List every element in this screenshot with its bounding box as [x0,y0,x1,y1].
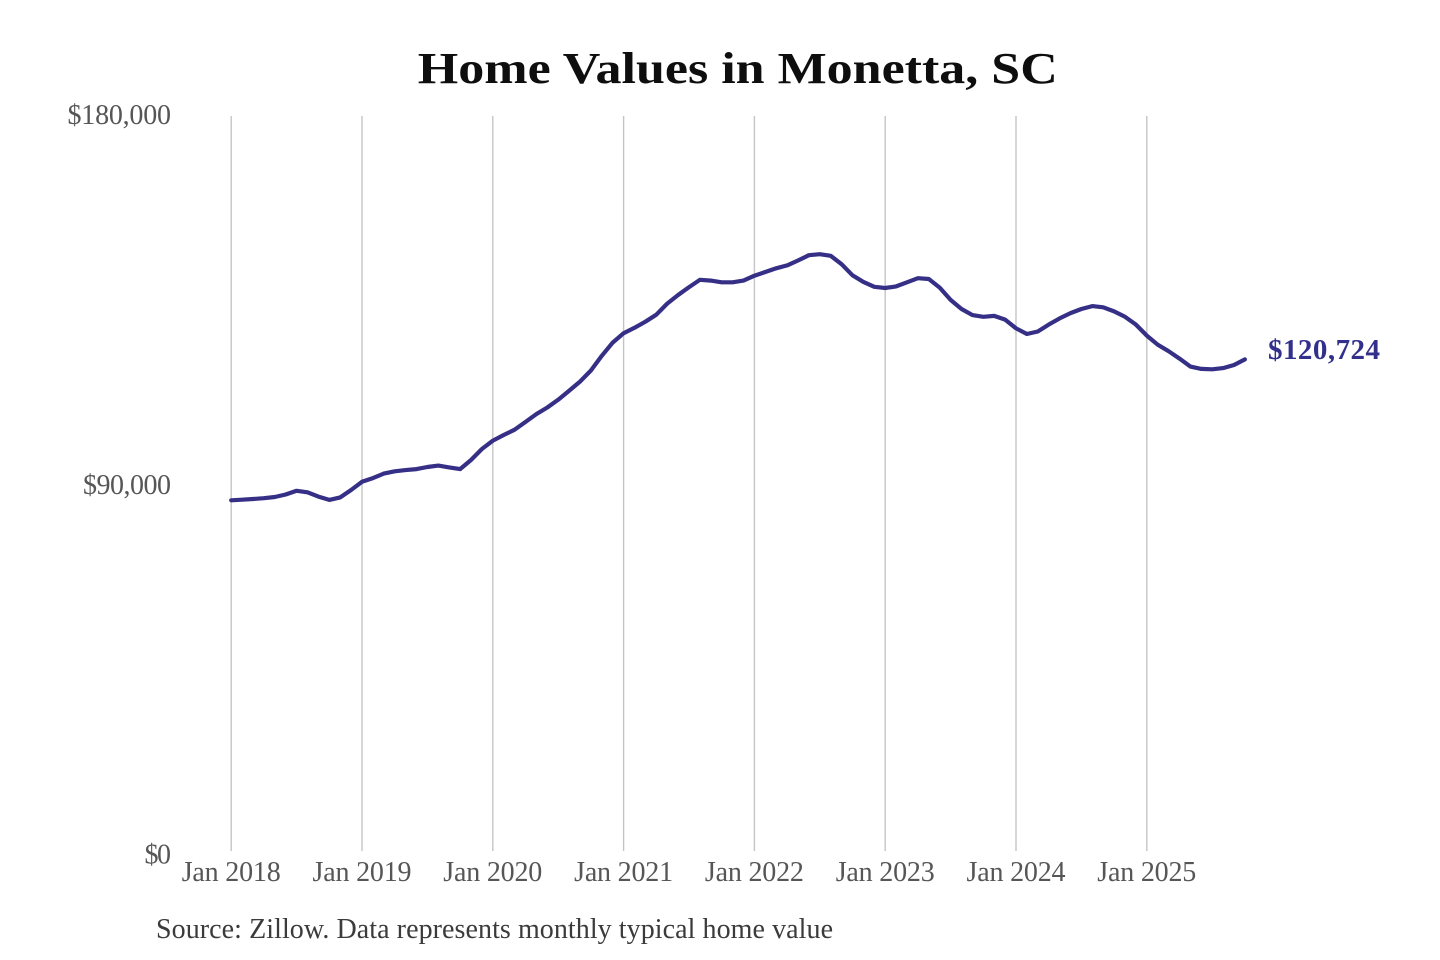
svg-text:Jan 2024: Jan 2024 [967,857,1066,888]
svg-text:Jan 2019: Jan 2019 [313,857,412,888]
svg-text:Jan 2022: Jan 2022 [705,857,804,888]
svg-text:Source: Zillow. Data represent: Source: Zillow. Data represents monthly … [156,914,833,945]
svg-text:Jan 2023: Jan 2023 [836,857,935,888]
svg-text:$180,000: $180,000 [68,100,172,131]
svg-text:$0: $0 [145,840,172,871]
svg-text:Home Values in Monetta, SC: Home Values in Monetta, SC [418,44,1058,93]
svg-text:Jan 2018: Jan 2018 [182,857,281,888]
svg-text:$120,724: $120,724 [1268,334,1380,366]
svg-text:Jan 2025: Jan 2025 [1097,857,1196,888]
svg-text:Jan 2020: Jan 2020 [443,857,542,888]
svg-text:$90,000: $90,000 [83,470,171,501]
svg-text:Jan 2021: Jan 2021 [574,857,673,888]
